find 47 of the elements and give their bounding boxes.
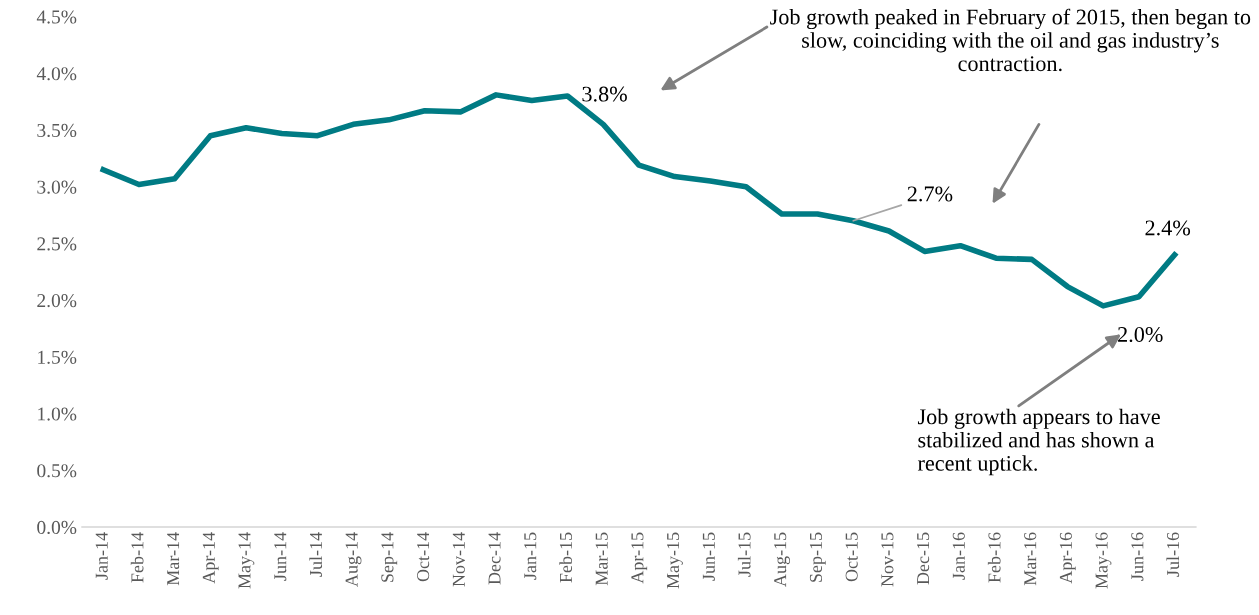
x-tick-label: Dec-15 [917, 532, 930, 585]
x-tick-label: Mar-16 [1024, 532, 1037, 586]
x-tick-label: Nov-14 [452, 532, 465, 587]
x-tick-label: Apr-15 [631, 532, 648, 584]
x-tick-label: Feb-15 [559, 532, 573, 583]
y-tick-label: 1.0% [38, 407, 77, 421]
y-tick-label: 1.5% [38, 350, 77, 364]
x-tick-label: May-16 [1095, 532, 1112, 589]
x-tick-label: Jun-14 [274, 532, 287, 581]
annotation: 2.0% [1118, 326, 1163, 343]
y-tick-label: 2.0% [37, 294, 77, 308]
annotation: 2.7% [907, 186, 953, 202]
x-tick-label: Aug-15 [774, 532, 790, 587]
x-tick-label: Mar-15 [595, 532, 608, 586]
x-tick-label: Jan-15 [524, 532, 537, 580]
x-tick-label: Jun-16 [1131, 532, 1144, 581]
y-tick-label: 4.0% [36, 67, 77, 81]
x-tick-label: Jan-14 [95, 532, 108, 580]
x-tick-label: Mar-14 [167, 532, 180, 586]
x-tick-label: May-15 [667, 532, 683, 589]
x-tick-label: Oct-14 [417, 532, 430, 582]
x-tick-label: Dec-14 [488, 532, 501, 585]
annotation: 3.8% [582, 86, 627, 102]
x-tick-label: Jul-16 [1166, 532, 1180, 577]
x-tick-label: May-14 [238, 532, 255, 589]
y-tick-label: 3.0% [37, 180, 77, 194]
x-tick-label: Jun-15 [702, 532, 715, 581]
x-tick-label: Apr-14 [202, 532, 219, 584]
x-tick-label: Jan-16 [952, 532, 965, 580]
x-tick-label: Nov-15 [881, 532, 894, 587]
y-tick-label: 0.0% [37, 520, 77, 535]
x-tick-label: Oct-15 [845, 532, 858, 582]
annotation: Job growth peaked in February of 2015, then began to slow, coinciding with the oil and gas industry’s contraction. [770, 8, 1251, 72]
y-tick-label: 0.5% [37, 464, 77, 478]
annotation: Job growth appears to have stabilized and has shown a recent uptick. [917, 408, 1160, 476]
x-tick-label: Apr-16 [1059, 532, 1076, 584]
y-tick-label: 3.5% [37, 123, 77, 138]
x-tick-label: Sep-15 [809, 532, 826, 582]
x-tick-label: Sep-14 [381, 532, 398, 582]
y-tick-label: 4.5% [36, 10, 77, 24]
x-tick-label: Jul-14 [309, 532, 323, 577]
y-tick-label: 2.5% [37, 237, 77, 251]
x-tick-label: Jul-15 [737, 532, 751, 577]
x-tick-label: Feb-16 [987, 532, 1001, 583]
annotation: 2.4% [1145, 220, 1191, 236]
x-tick-label: Feb-14 [130, 532, 144, 583]
x-tick-label: Aug-14 [345, 532, 362, 587]
